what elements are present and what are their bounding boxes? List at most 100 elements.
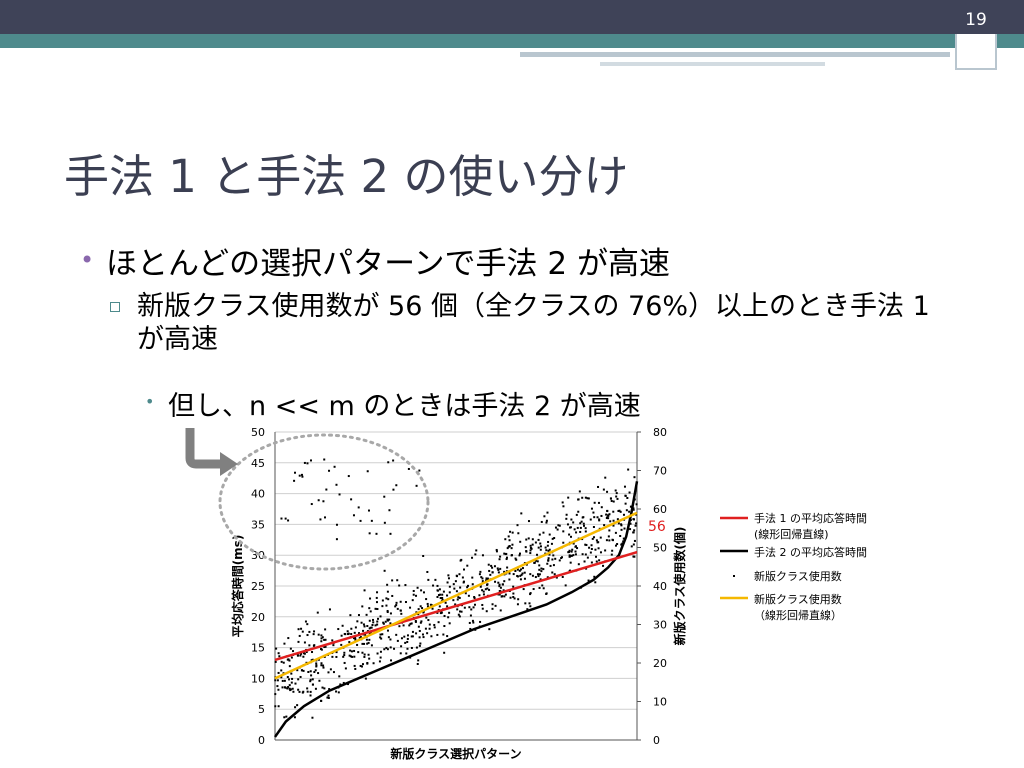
data-point [281,686,284,689]
data-point [589,518,592,521]
data-point [508,545,511,548]
data-point [287,686,290,689]
data-point [590,544,593,547]
data-point [349,655,352,658]
data-point [335,655,338,658]
y-tick-label-left: 5 [258,703,265,716]
data-point [507,545,510,548]
data-point [375,532,378,535]
data-point [593,501,596,504]
data-point [320,664,323,667]
data-point [407,467,410,470]
data-point [280,517,283,520]
data-point [523,577,526,580]
slide-number: 19 [965,10,987,30]
data-point [343,661,346,664]
data-point [522,588,525,591]
data-point [387,461,390,464]
data-point [365,613,368,616]
data-point [591,537,594,540]
data-point [392,459,395,462]
data-point [412,593,415,596]
y-tick-label-left: 10 [251,672,265,685]
data-point [364,677,367,680]
data-point [473,596,476,599]
data-point [305,651,308,654]
data-point [335,538,338,541]
data-point [537,538,540,541]
data-point [520,512,523,515]
slide-title: 手法 1 と手法 2 の使い分け [64,150,629,203]
data-point [359,664,362,667]
data-point [311,683,314,686]
data-point [347,633,350,636]
data-point [383,495,386,498]
data-point [498,558,501,561]
data-point [306,623,309,626]
data-point [298,474,301,477]
data-point [495,550,498,553]
data-point [607,535,610,538]
data-point [428,623,431,626]
data-point [366,625,369,628]
data-point [436,633,439,636]
data-point [607,514,610,517]
data-point [320,634,323,637]
data-point [337,628,340,631]
data-point [608,539,611,542]
data-point [437,621,440,624]
data-point [376,652,379,655]
data-point [472,621,475,624]
data-point [490,564,493,567]
data-point [633,529,636,532]
data-point [370,519,373,522]
data-point [518,554,521,557]
data-point [354,626,357,629]
data-point [287,637,290,640]
data-point [599,536,602,539]
arrow-head-icon [220,452,238,476]
data-point [446,605,449,608]
data-point [598,559,601,562]
legend-label-method1: 手法 1 の平均応答時間 [754,511,867,525]
data-point [380,637,383,640]
data-point [509,596,512,599]
data-point [546,544,549,547]
data-point [469,627,472,630]
data-point [479,585,482,588]
data-point [529,592,532,595]
data-point [511,543,514,546]
data-point [471,583,474,586]
data-point [356,620,359,623]
data-point [323,638,326,641]
data-point [409,622,412,625]
data-point [512,592,515,595]
data-point [515,558,518,561]
data-point [362,623,365,626]
data-point [547,549,550,552]
data-point [488,569,491,572]
header-accent-bar [0,34,1024,48]
data-point [309,680,312,683]
data-point [277,671,280,674]
data-point [342,655,345,658]
data-point [603,524,606,527]
data-point [632,531,635,534]
data-point [353,655,356,658]
data-point [411,599,414,602]
data-point [570,535,573,538]
data-point [604,476,607,479]
data-point [448,591,451,594]
data-point [623,527,626,530]
data-point [335,690,338,693]
data-point [486,587,489,590]
y-tick-label-left: 40 [251,488,265,501]
data-point [517,532,520,535]
data-point [325,488,328,491]
data-point [561,501,564,504]
data-point [498,585,501,588]
data-point [410,646,413,649]
data-point [368,638,371,641]
data-point [454,603,457,606]
